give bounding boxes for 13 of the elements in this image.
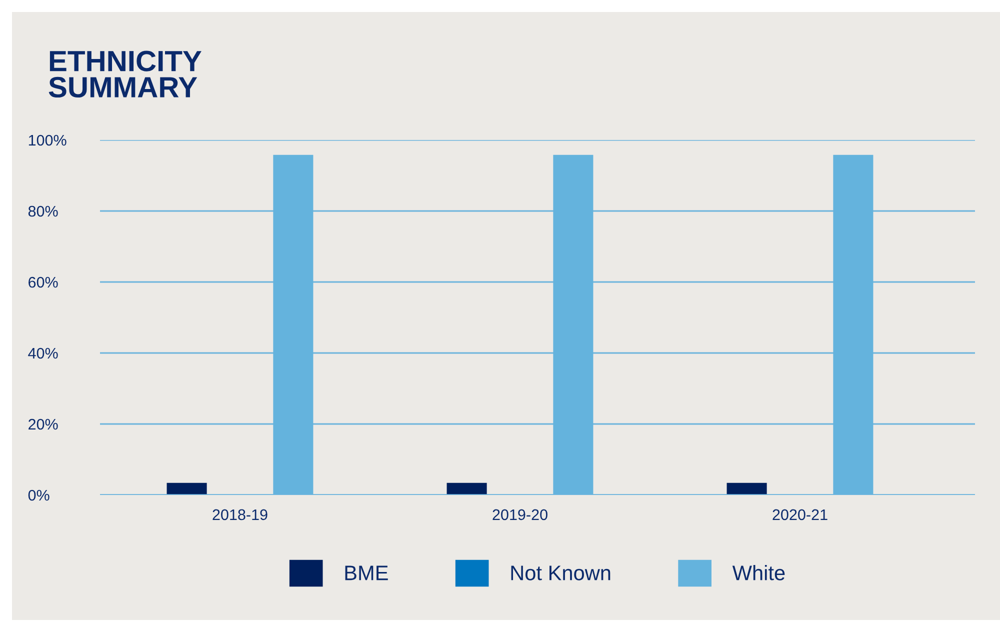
- x-tick-label: 2020-21: [772, 509, 828, 520]
- y-tick-label: 60%: [28, 276, 58, 288]
- legend-label: BME: [345, 566, 388, 580]
- y-tick-label: 20%: [28, 418, 58, 430]
- x-tick-label: 2018-19: [212, 509, 268, 520]
- y-tick-label: 40%: [28, 348, 58, 359]
- chart-title: ETHNICITY SUMMARY: [48, 50, 202, 98]
- y-tick-label: 80%: [28, 206, 58, 217]
- y-tick-label: 0%: [28, 490, 50, 501]
- legend-label: Not Known: [511, 566, 610, 580]
- y-tick-label: 100%: [28, 134, 66, 146]
- x-tick-label: 2019-20: [492, 509, 548, 520]
- legend-label: White: [732, 565, 785, 580]
